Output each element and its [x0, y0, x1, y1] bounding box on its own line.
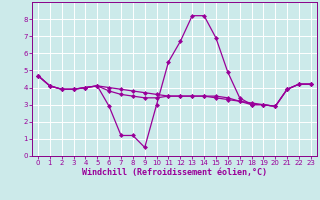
X-axis label: Windchill (Refroidissement éolien,°C): Windchill (Refroidissement éolien,°C) [82, 168, 267, 177]
